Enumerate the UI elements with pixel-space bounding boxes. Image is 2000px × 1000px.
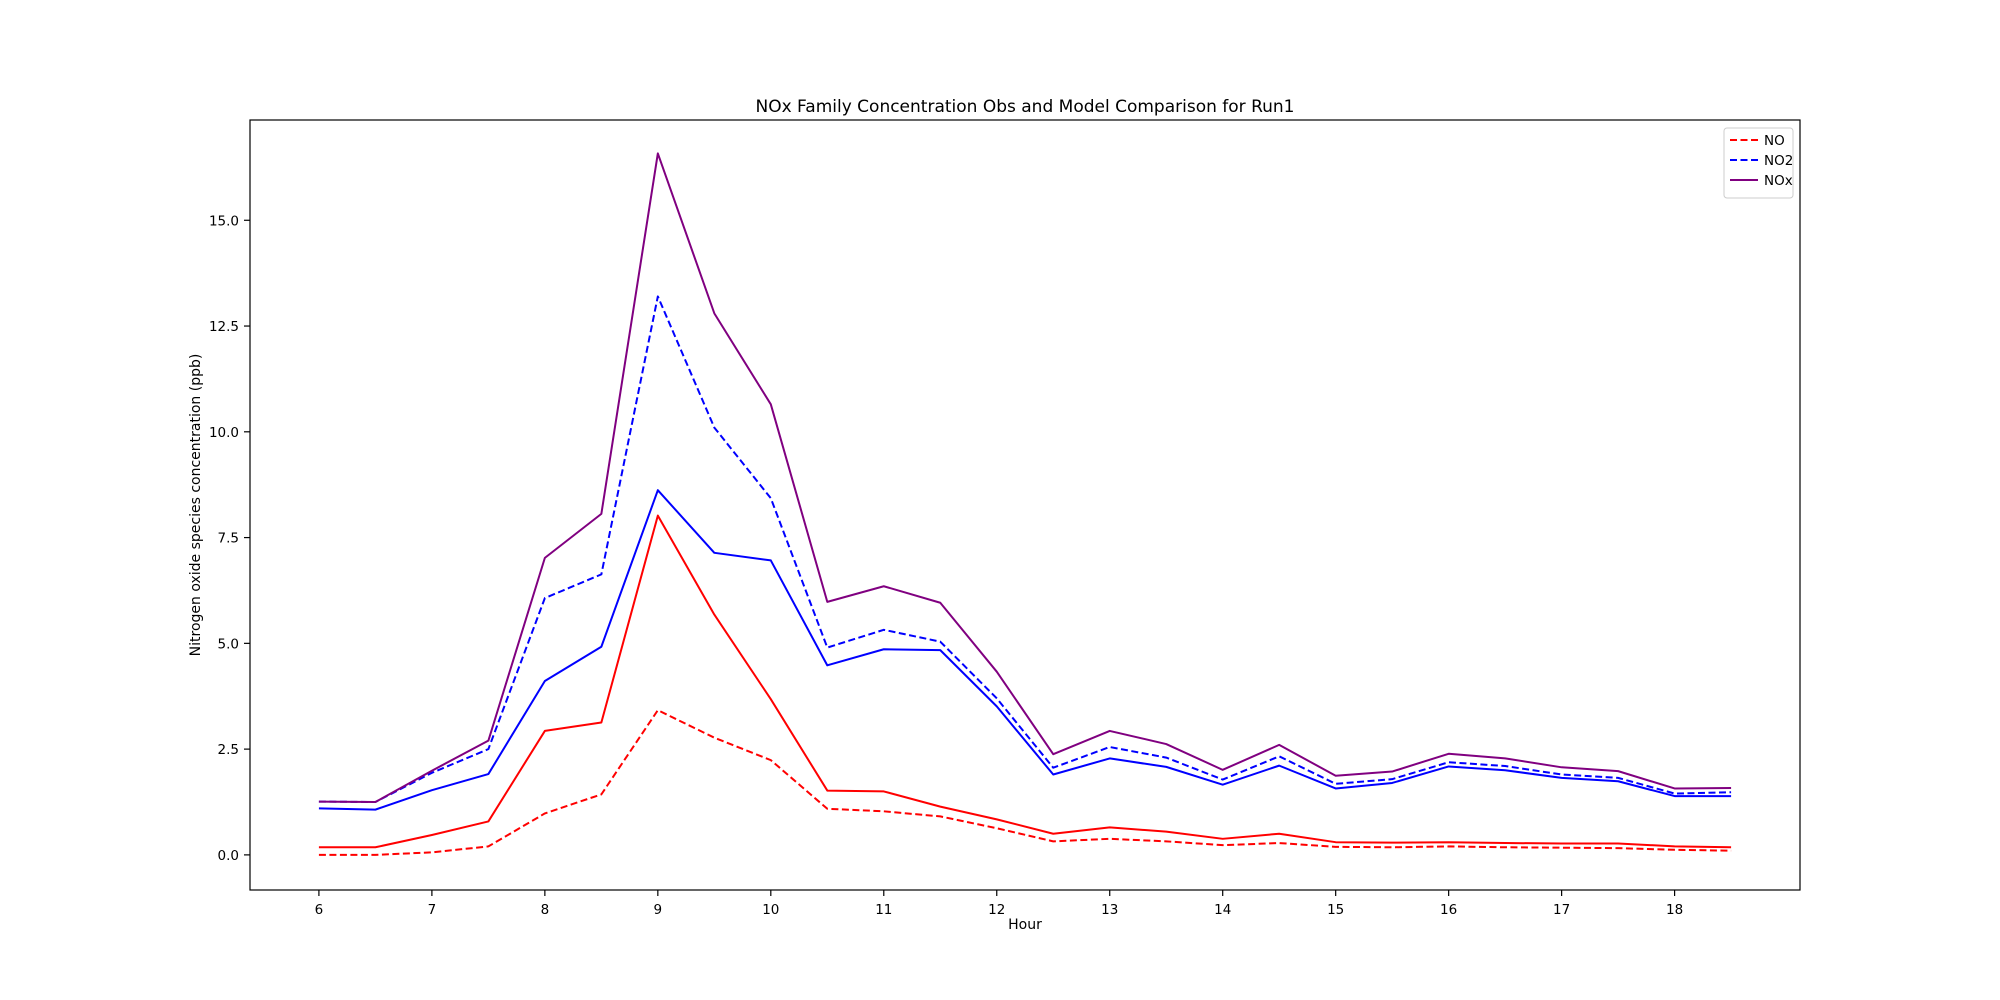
series-line-no2 [318,295,1732,803]
series-layer [318,152,1732,856]
x-axis-label: Hour [1008,917,1042,933]
x-tick-label: 16 [1440,902,1457,918]
legend-label: NO2 [1764,153,1793,169]
legend-label: NO [1764,133,1785,149]
x-tick-label: 12 [988,902,1005,918]
y-tick-label: 15.0 [209,213,239,229]
x-tick-label: 13 [1101,902,1118,918]
x-tick-label: 6 [315,902,324,918]
series-line-no [318,709,1732,856]
x-tick-label: 18 [1666,902,1683,918]
y-tick-label: 0.0 [218,848,239,864]
series-line-blue-solid [318,489,1732,811]
x-tick-label: 7 [428,902,437,918]
y-axis-label: Nitrogen oxide species concentration (pp… [188,354,204,657]
x-tick-label: 11 [875,902,892,918]
series-line-nox [318,152,1732,803]
x-axis: 6 7 8 9 10 11 12 13 14 15 16 17 18 [315,890,1683,918]
y-tick-label: 10.0 [209,425,239,441]
series-line-red-solid [318,514,1732,849]
x-tick-label: 15 [1327,902,1344,918]
x-tick-label: 17 [1553,902,1570,918]
x-tick-label: 10 [762,902,779,918]
y-tick-label: 5.0 [218,636,239,652]
plot-area [250,120,1800,890]
x-tick-label: 14 [1214,902,1231,918]
y-axis: 0.0 2.5 5.0 7.5 10.0 12.5 15.0 [209,213,250,864]
chart-title: NOx Family Concentration Obs and Model C… [756,97,1295,117]
x-tick-label: 9 [654,902,663,918]
y-tick-label: 7.5 [218,531,239,547]
legend-label: NOx [1764,173,1793,189]
plot-frame [249,119,1801,891]
legend: NO NO2 NOx [1723,127,1794,199]
y-tick-label: 12.5 [209,319,239,335]
y-tick-label: 2.5 [218,742,239,758]
x-tick-label: 8 [541,902,550,918]
